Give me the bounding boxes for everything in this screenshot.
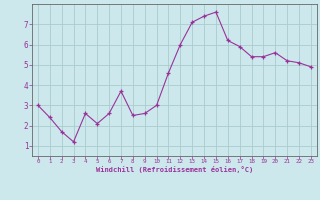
X-axis label: Windchill (Refroidissement éolien,°C): Windchill (Refroidissement éolien,°C): [96, 166, 253, 173]
